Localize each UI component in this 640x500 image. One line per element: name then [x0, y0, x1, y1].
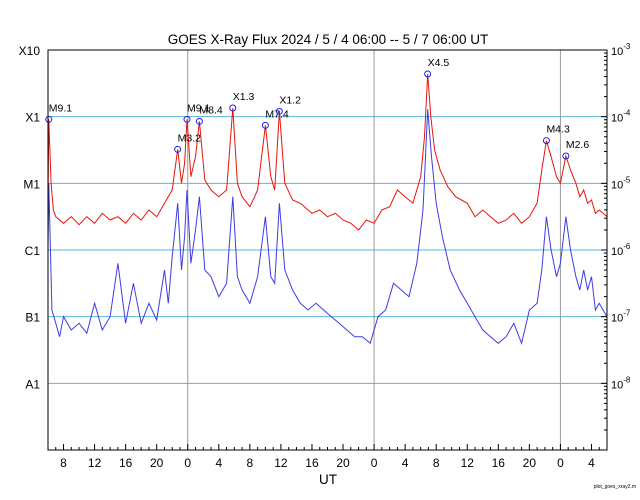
x-tick-label: 0 [371, 456, 378, 470]
flare-label: M2.6 [566, 139, 590, 151]
flare-marker [45, 115, 53, 123]
right-axis-label: 10-8 [611, 375, 631, 391]
right-axis-label-base: 10 [611, 379, 623, 391]
axis-layer: X10 X1 M1 C1 B1 A1 8 12 16 20 0 4 8 12 16 20 0 4 8 12 16 20 0 4… [19, 42, 631, 470]
flare-marker [183, 115, 191, 123]
grid-layer [48, 50, 607, 450]
right-axis-label-base: 10 [611, 113, 623, 125]
right-axis-label-exponent: -8 [623, 375, 631, 384]
short-channel-line [47, 109, 608, 345]
long-channel-line [47, 73, 608, 231]
flare-label: M9.1 [49, 102, 73, 114]
flare-marker [174, 145, 182, 153]
flare-marker [261, 121, 269, 129]
right-axis-label-exponent: -7 [623, 309, 631, 318]
x-tick-label: 12 [274, 456, 288, 470]
series-layer [47, 73, 608, 345]
class-label-a1: A1 [25, 377, 40, 391]
right-axis-label: 10-4 [611, 109, 631, 125]
x-tick-label: 20 [523, 456, 537, 470]
x-tick-label: 8 [433, 456, 440, 470]
class-label-b1: B1 [25, 311, 40, 325]
right-axis-label-base: 10 [611, 313, 623, 325]
right-axis-label: 10-6 [611, 242, 631, 258]
right-axis-label-exponent: -4 [623, 109, 631, 118]
x-tick-label: 12 [88, 456, 102, 470]
flare-marker [542, 137, 550, 145]
x-tick-label: 8 [247, 456, 254, 470]
credit-text: plot_goes_xray2.m [594, 484, 636, 490]
x-axis-label: UT [319, 472, 337, 487]
class-label-c1: C1 [25, 244, 41, 258]
right-axis-label: 10-3 [611, 42, 631, 58]
flare-label: M7.4 [265, 108, 289, 120]
x-tick-label: 16 [305, 456, 319, 470]
x-tick-label: 4 [588, 456, 595, 470]
right-axis-label-exponent: -3 [623, 42, 631, 51]
x-tick-label: 8 [60, 456, 67, 470]
class-label-x10: X10 [19, 44, 41, 58]
flare-label: X1.2 [279, 94, 301, 106]
chart-title: GOES X-Ray Flux 2024 / 5 / 4 06:00 -- 5 … [168, 32, 488, 47]
x-tick-label: 20 [336, 456, 350, 470]
flare-marker [275, 107, 283, 115]
x-tick-label: 12 [461, 456, 475, 470]
flare-label: X1.3 [233, 91, 255, 103]
class-label-x1: X1 [25, 111, 40, 125]
right-axis-label-exponent: -6 [623, 242, 631, 251]
x-tick-label: 0 [557, 456, 564, 470]
right-axis-label-base: 10 [611, 246, 623, 258]
x-tick-label: 20 [150, 456, 164, 470]
right-axis-label-base: 10 [611, 46, 623, 58]
flare-marker [562, 152, 570, 160]
x-tick-label: 0 [184, 456, 191, 470]
flare-label: M8.4 [199, 104, 223, 116]
flare-markers: M9.1M3.2M9.1M8.4X1.3M7.4X1.2X4.5M4.3M2.6 [45, 57, 590, 160]
flare-marker [195, 117, 203, 125]
x-tick-label: 16 [492, 456, 506, 470]
flare-label: X4.5 [428, 57, 450, 69]
class-label-m1: M1 [23, 177, 40, 191]
x-tick-label: 4 [402, 456, 409, 470]
x-tick-label: 16 [119, 456, 133, 470]
flare-marker [229, 104, 237, 112]
right-axis-label-base: 10 [611, 179, 623, 191]
flare-label: M9.1 [187, 102, 211, 114]
right-axis-label: 10-7 [611, 309, 631, 325]
x-tick-label: 4 [215, 456, 222, 470]
flare-marker [424, 70, 432, 78]
flare-label: M3.2 [178, 132, 202, 144]
right-axis-label: 10-5 [611, 175, 631, 191]
flare-label: M4.3 [546, 124, 570, 136]
right-axis-label-exponent: -5 [623, 175, 631, 184]
